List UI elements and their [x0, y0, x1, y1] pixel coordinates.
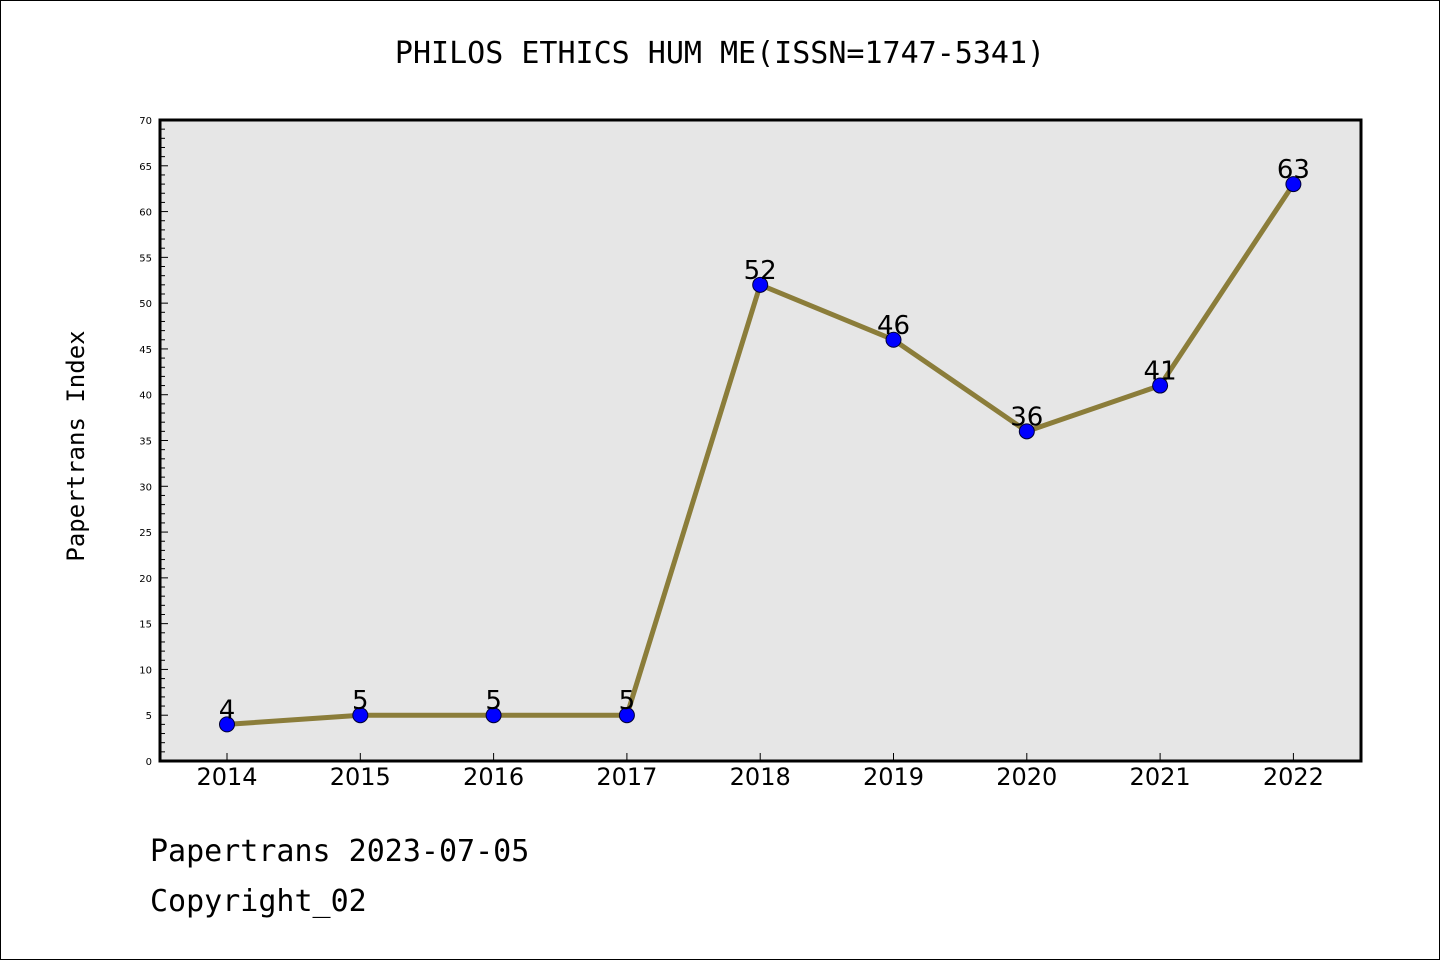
- data-point: [1152, 377, 1169, 394]
- plot-border: [158, 118, 1363, 763]
- x-tick-label: 2018: [730, 763, 791, 791]
- y-tick-label: 5: [146, 711, 152, 722]
- y-tick-label: 35: [139, 437, 152, 448]
- data-label: 52: [744, 256, 777, 286]
- x-tick-label: 2017: [596, 763, 657, 791]
- data-label: 46: [877, 311, 910, 341]
- data-label: 4: [219, 695, 236, 725]
- x-tick-label: 2014: [196, 763, 257, 791]
- footer-copyright: Copyright_02: [150, 884, 367, 919]
- data-label: 5: [619, 686, 636, 716]
- plot-area: [160, 120, 1361, 761]
- y-tick-label: 45: [139, 345, 152, 356]
- y-tick-label: 15: [139, 620, 152, 631]
- data-point: [1018, 423, 1035, 440]
- x-tick-label: 2020: [996, 763, 1057, 791]
- y-tick-label: 0: [146, 757, 152, 768]
- data-point: [352, 707, 369, 724]
- data-point: [618, 707, 635, 724]
- y-tick-label: 10: [139, 665, 152, 676]
- y-tick-label: 70: [139, 116, 152, 127]
- footer-date: Papertrans 2023-07-05: [150, 834, 530, 869]
- x-tick-label: 2015: [330, 763, 391, 791]
- data-point: [1285, 176, 1302, 193]
- data-point: [219, 716, 235, 733]
- data-label: 63: [1277, 155, 1310, 185]
- y-tick-label: 65: [139, 162, 152, 173]
- x-tick-label: 2021: [1130, 763, 1191, 791]
- x-tick-label: 2022: [1263, 763, 1324, 791]
- x-tick-label: 2019: [863, 763, 924, 791]
- x-tick-label: 2016: [463, 763, 524, 791]
- y-tick-label: 50: [139, 299, 152, 310]
- data-label: 5: [485, 686, 502, 716]
- chart-title: PHILOS ETHICS HUM ME(ISSN=1747-5341): [394, 36, 1046, 71]
- data-label: 5: [352, 686, 369, 716]
- data-point: [485, 707, 502, 724]
- y-tick-label: 40: [139, 391, 152, 402]
- data-point: [885, 331, 902, 348]
- y-tick-label: 55: [139, 253, 152, 264]
- data-point: [752, 276, 769, 293]
- y-tick-label: 25: [139, 528, 152, 539]
- y-tick-label: 20: [139, 574, 152, 585]
- data-label: 41: [1144, 357, 1177, 387]
- y-tick-label: 30: [139, 482, 152, 493]
- y-tick-label: 60: [139, 208, 152, 219]
- data-label: 36: [1010, 402, 1043, 432]
